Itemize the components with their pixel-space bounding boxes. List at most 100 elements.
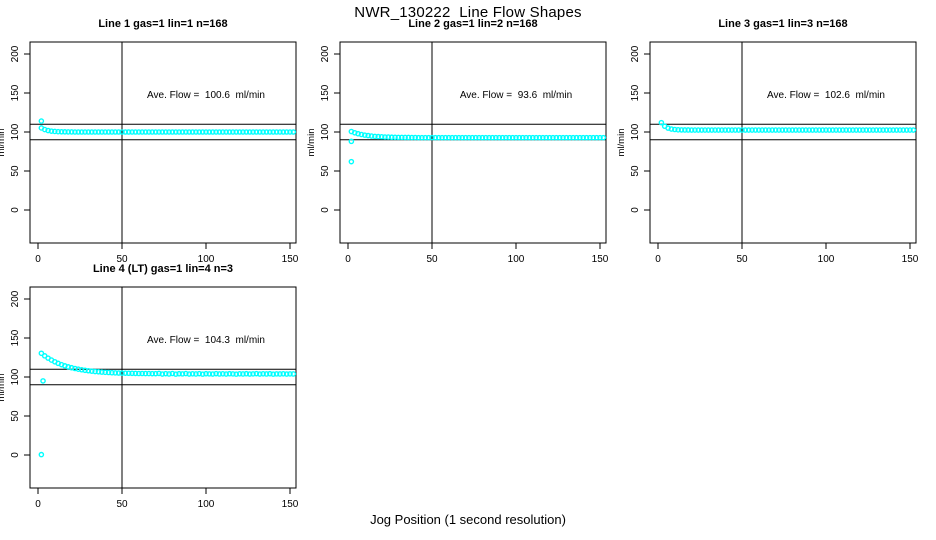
data-point [92, 129, 98, 135]
x-tick-label: 0 [655, 254, 661, 265]
data-point [287, 371, 293, 377]
data-point [246, 129, 253, 135]
data-point [193, 371, 199, 377]
data-point [675, 127, 681, 133]
y-tick-label: 200 [10, 290, 21, 307]
panel-2-title: Line 2 gas=1 lin=2 n=168 [408, 18, 538, 30]
data-point [846, 127, 853, 133]
data-point [839, 127, 846, 133]
data-point [193, 129, 199, 135]
data-point [146, 129, 152, 135]
data-point [876, 127, 883, 133]
y-tick-label: 150 [630, 84, 641, 101]
data-point [893, 127, 900, 133]
data-point [156, 129, 162, 135]
data-points [348, 128, 607, 165]
data-point [88, 368, 95, 374]
data-point [273, 371, 280, 377]
data-point [759, 127, 765, 133]
panel-3-title: Line 3 gas=1 lin=3 n=168 [718, 18, 848, 30]
data-point [799, 127, 806, 133]
outlier-point [348, 138, 355, 145]
data-point [907, 127, 913, 133]
data-point [378, 133, 385, 140]
data-point [409, 134, 415, 141]
data-point [873, 127, 880, 133]
x-tick-label: 150 [282, 254, 299, 265]
data-point [672, 126, 678, 133]
data-point [719, 127, 725, 133]
panel-line-3: Line 3 gas=1 lin=3 n=168 0 50 100 150 0 50 100… [612, 18, 922, 270]
data-point [196, 370, 203, 377]
data-point [762, 127, 769, 133]
data-point [152, 129, 159, 135]
data-point [230, 371, 236, 377]
plot-box [29, 41, 297, 244]
y-axis-units-label: ml/min [0, 129, 7, 157]
data-point [277, 371, 283, 377]
data-point [519, 134, 526, 141]
data-point [900, 127, 907, 133]
data-point [398, 134, 405, 141]
y-tick-label: 0 [320, 207, 331, 213]
data-point [267, 129, 273, 135]
data-point [432, 134, 439, 141]
data-point [833, 127, 839, 133]
data-point [439, 134, 445, 141]
data-point [587, 134, 593, 141]
data-point [382, 134, 388, 140]
data-point [813, 127, 819, 133]
data-point [729, 127, 735, 133]
data-point [499, 134, 506, 141]
data-point [179, 129, 186, 135]
data-point [250, 371, 256, 377]
data-point [283, 371, 290, 377]
data-point [82, 129, 88, 135]
data-point [135, 370, 142, 377]
data-point [466, 134, 472, 141]
data-point [156, 370, 162, 377]
x-tick-label: 100 [198, 499, 215, 510]
data-point [75, 129, 82, 135]
data-point [176, 129, 182, 135]
data-point [236, 129, 243, 135]
data-point [287, 129, 293, 135]
y-axis-units-label: ml/min [306, 129, 317, 157]
data-point [910, 127, 917, 133]
data-point [425, 134, 432, 141]
data-point [75, 366, 82, 372]
data-point [122, 129, 129, 135]
data-point [226, 370, 233, 377]
data-point [240, 129, 246, 135]
data-point [267, 370, 273, 377]
data-point [122, 370, 129, 376]
data-point [715, 127, 722, 133]
data-point [823, 127, 829, 133]
data-point [786, 127, 792, 133]
y-axis-units-label: ml/min [616, 129, 627, 157]
data-point [705, 127, 712, 133]
data-point [506, 134, 513, 141]
data-point [580, 134, 587, 141]
data-point [277, 129, 283, 135]
data-point [102, 369, 108, 376]
data-point [526, 134, 533, 141]
data-point [250, 129, 256, 135]
data-point [99, 369, 105, 375]
data-point [725, 127, 732, 133]
data-point [826, 127, 833, 133]
data-point [105, 129, 112, 135]
data-point [62, 129, 68, 135]
data-point [513, 134, 519, 141]
y-tick-label: 150 [10, 84, 21, 101]
data-point [263, 371, 270, 377]
data-point [206, 371, 213, 377]
data-point [836, 127, 843, 133]
data-point [283, 129, 290, 135]
data-point [270, 129, 277, 135]
data-point [230, 129, 236, 135]
data-point [219, 129, 226, 135]
data-point [256, 129, 263, 135]
data-point [560, 134, 566, 141]
